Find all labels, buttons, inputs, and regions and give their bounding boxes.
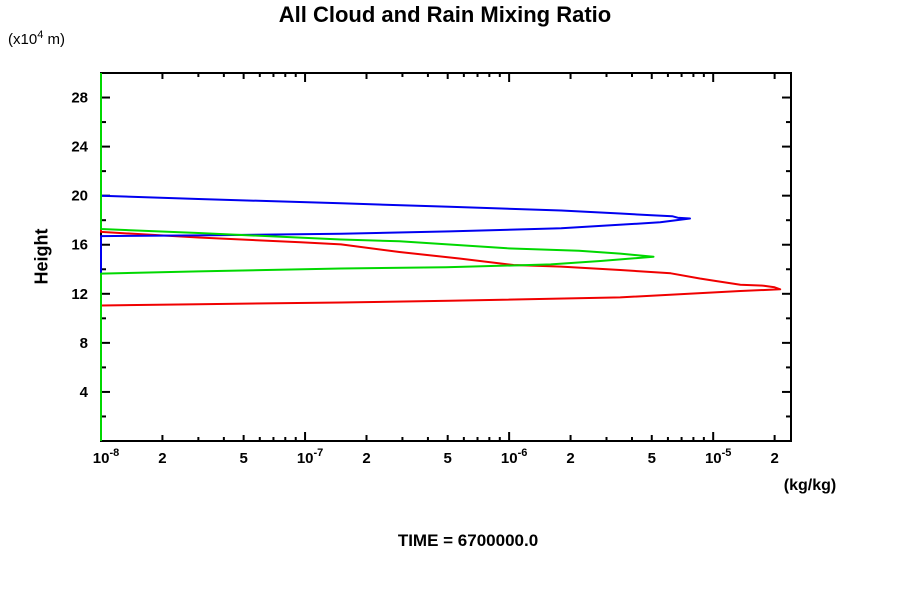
x-tick-label: 10-7: [297, 447, 323, 467]
y-unit-exponent: 4: [37, 29, 44, 41]
time-caption: TIME = 6700000.0: [397, 531, 539, 550]
y-tick-label: 4: [80, 384, 89, 401]
x-tick-label: 5: [648, 450, 656, 467]
x-tick-label: 2: [158, 450, 166, 467]
x-axis-unit-label: (kg/kg): [783, 477, 837, 494]
y-tick-label: 8: [80, 335, 88, 352]
curve-blue: [100, 73, 691, 441]
x-tick-label: 5: [444, 450, 452, 467]
curve-red: [100, 73, 782, 441]
x-tick-label: 10-5: [705, 447, 731, 467]
y-unit-suffix: m): [43, 31, 65, 48]
y-tick-label: 20: [71, 188, 88, 205]
chart-title: All Cloud and Rain Mixing Ratio: [278, 2, 612, 27]
x-tick-label: 5: [239, 450, 247, 467]
curve-green: [100, 73, 655, 441]
x-tick-label: 10-6: [501, 447, 527, 467]
y-axis-unit-label: (x104 m): [8, 29, 65, 48]
y-unit-prefix: (x10: [8, 31, 38, 48]
y-tick-label: 24: [71, 139, 88, 156]
x-tick-label: 10-8: [93, 447, 119, 467]
y-tick-labels: 4 8 12 16 20 24 28: [71, 90, 88, 401]
y-tick-label: 16: [71, 237, 88, 254]
x-tick-label: 2: [566, 450, 574, 467]
y-tick-label: 28: [71, 90, 88, 107]
x-tick-label: 2: [362, 450, 370, 467]
x-tick-label: 2: [770, 450, 778, 467]
y-tick-label: 12: [71, 286, 88, 303]
x-tick-labels: 10-8 2 5 10-7 2 5 10-6 2 5 10-5 2: [93, 447, 779, 467]
